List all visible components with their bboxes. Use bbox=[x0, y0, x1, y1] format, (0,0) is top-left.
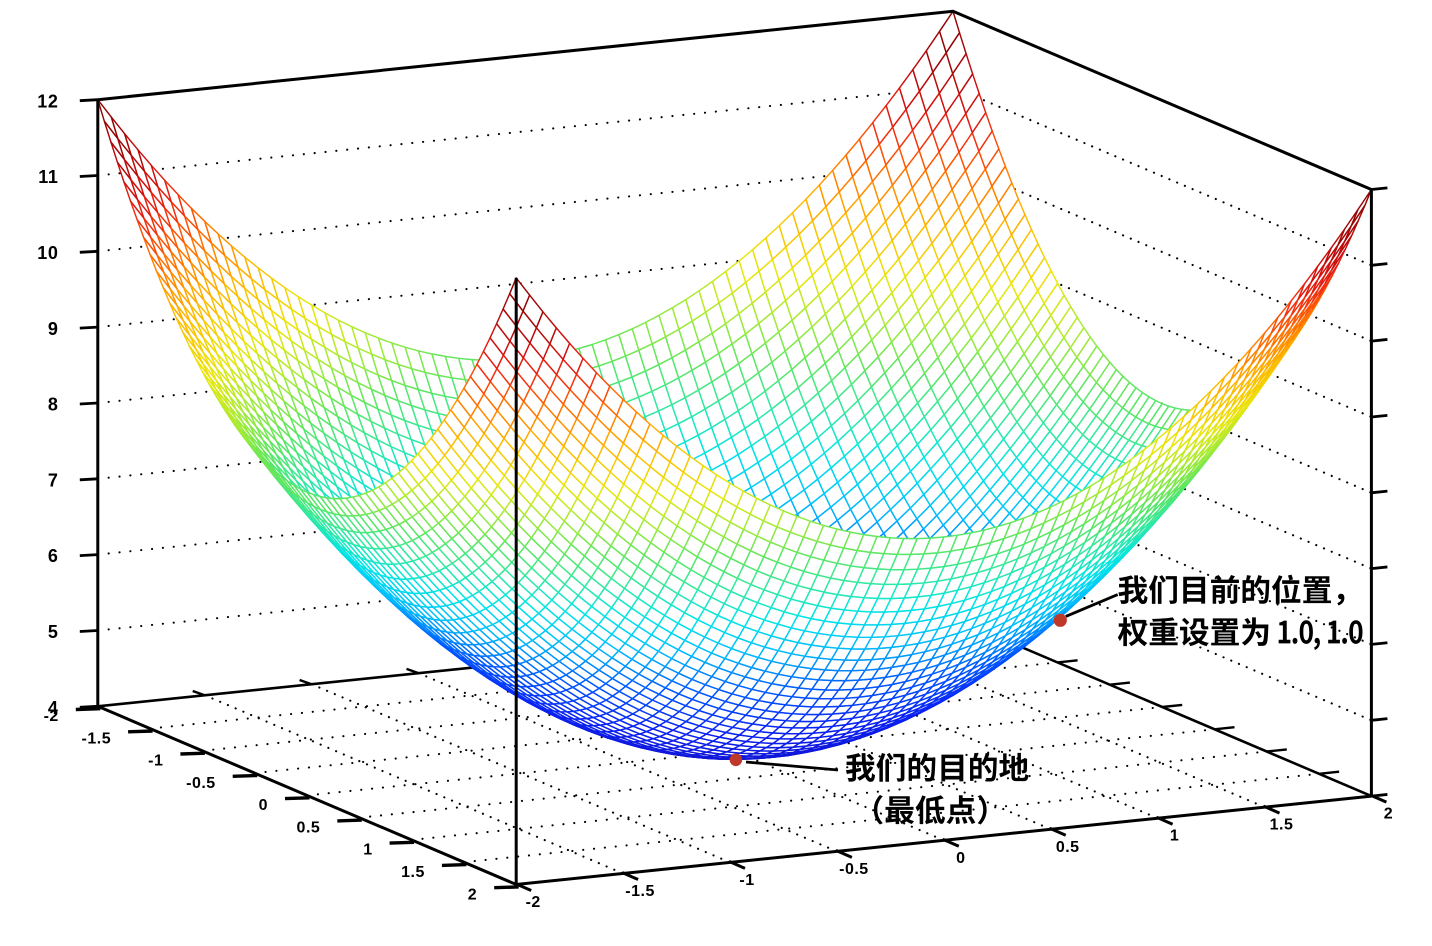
svg-text:10: 10 bbox=[37, 243, 58, 263]
svg-text:2: 2 bbox=[1384, 806, 1393, 823]
svg-text:0.5: 0.5 bbox=[297, 820, 321, 837]
svg-text:5: 5 bbox=[48, 622, 59, 642]
svg-text:11: 11 bbox=[38, 167, 58, 187]
svg-text:-1.5: -1.5 bbox=[625, 883, 655, 900]
svg-text:4: 4 bbox=[48, 698, 59, 718]
svg-text:-0.5: -0.5 bbox=[186, 775, 216, 792]
svg-text:-1.5: -1.5 bbox=[82, 730, 112, 747]
svg-text:-2: -2 bbox=[526, 894, 541, 911]
svg-text:1.5: 1.5 bbox=[1270, 817, 1294, 834]
svg-text:1: 1 bbox=[1170, 828, 1179, 845]
svg-text:12: 12 bbox=[37, 91, 58, 111]
svg-text:9: 9 bbox=[48, 319, 59, 339]
svg-text:6: 6 bbox=[48, 546, 59, 566]
svg-text:-1: -1 bbox=[739, 872, 754, 889]
svg-text:0: 0 bbox=[259, 797, 268, 814]
svg-text:8: 8 bbox=[48, 395, 59, 415]
svg-text:-2: -2 bbox=[44, 708, 59, 725]
svg-text:-1: -1 bbox=[148, 753, 163, 770]
svg-text:1.5: 1.5 bbox=[401, 864, 425, 881]
svg-text:2: 2 bbox=[468, 886, 477, 903]
svg-text:1: 1 bbox=[363, 842, 372, 859]
svg-text:-0.5: -0.5 bbox=[839, 861, 869, 878]
svg-text:0.5: 0.5 bbox=[1056, 839, 1080, 856]
svg-text:7: 7 bbox=[48, 470, 59, 490]
svg-text:0: 0 bbox=[956, 850, 965, 867]
